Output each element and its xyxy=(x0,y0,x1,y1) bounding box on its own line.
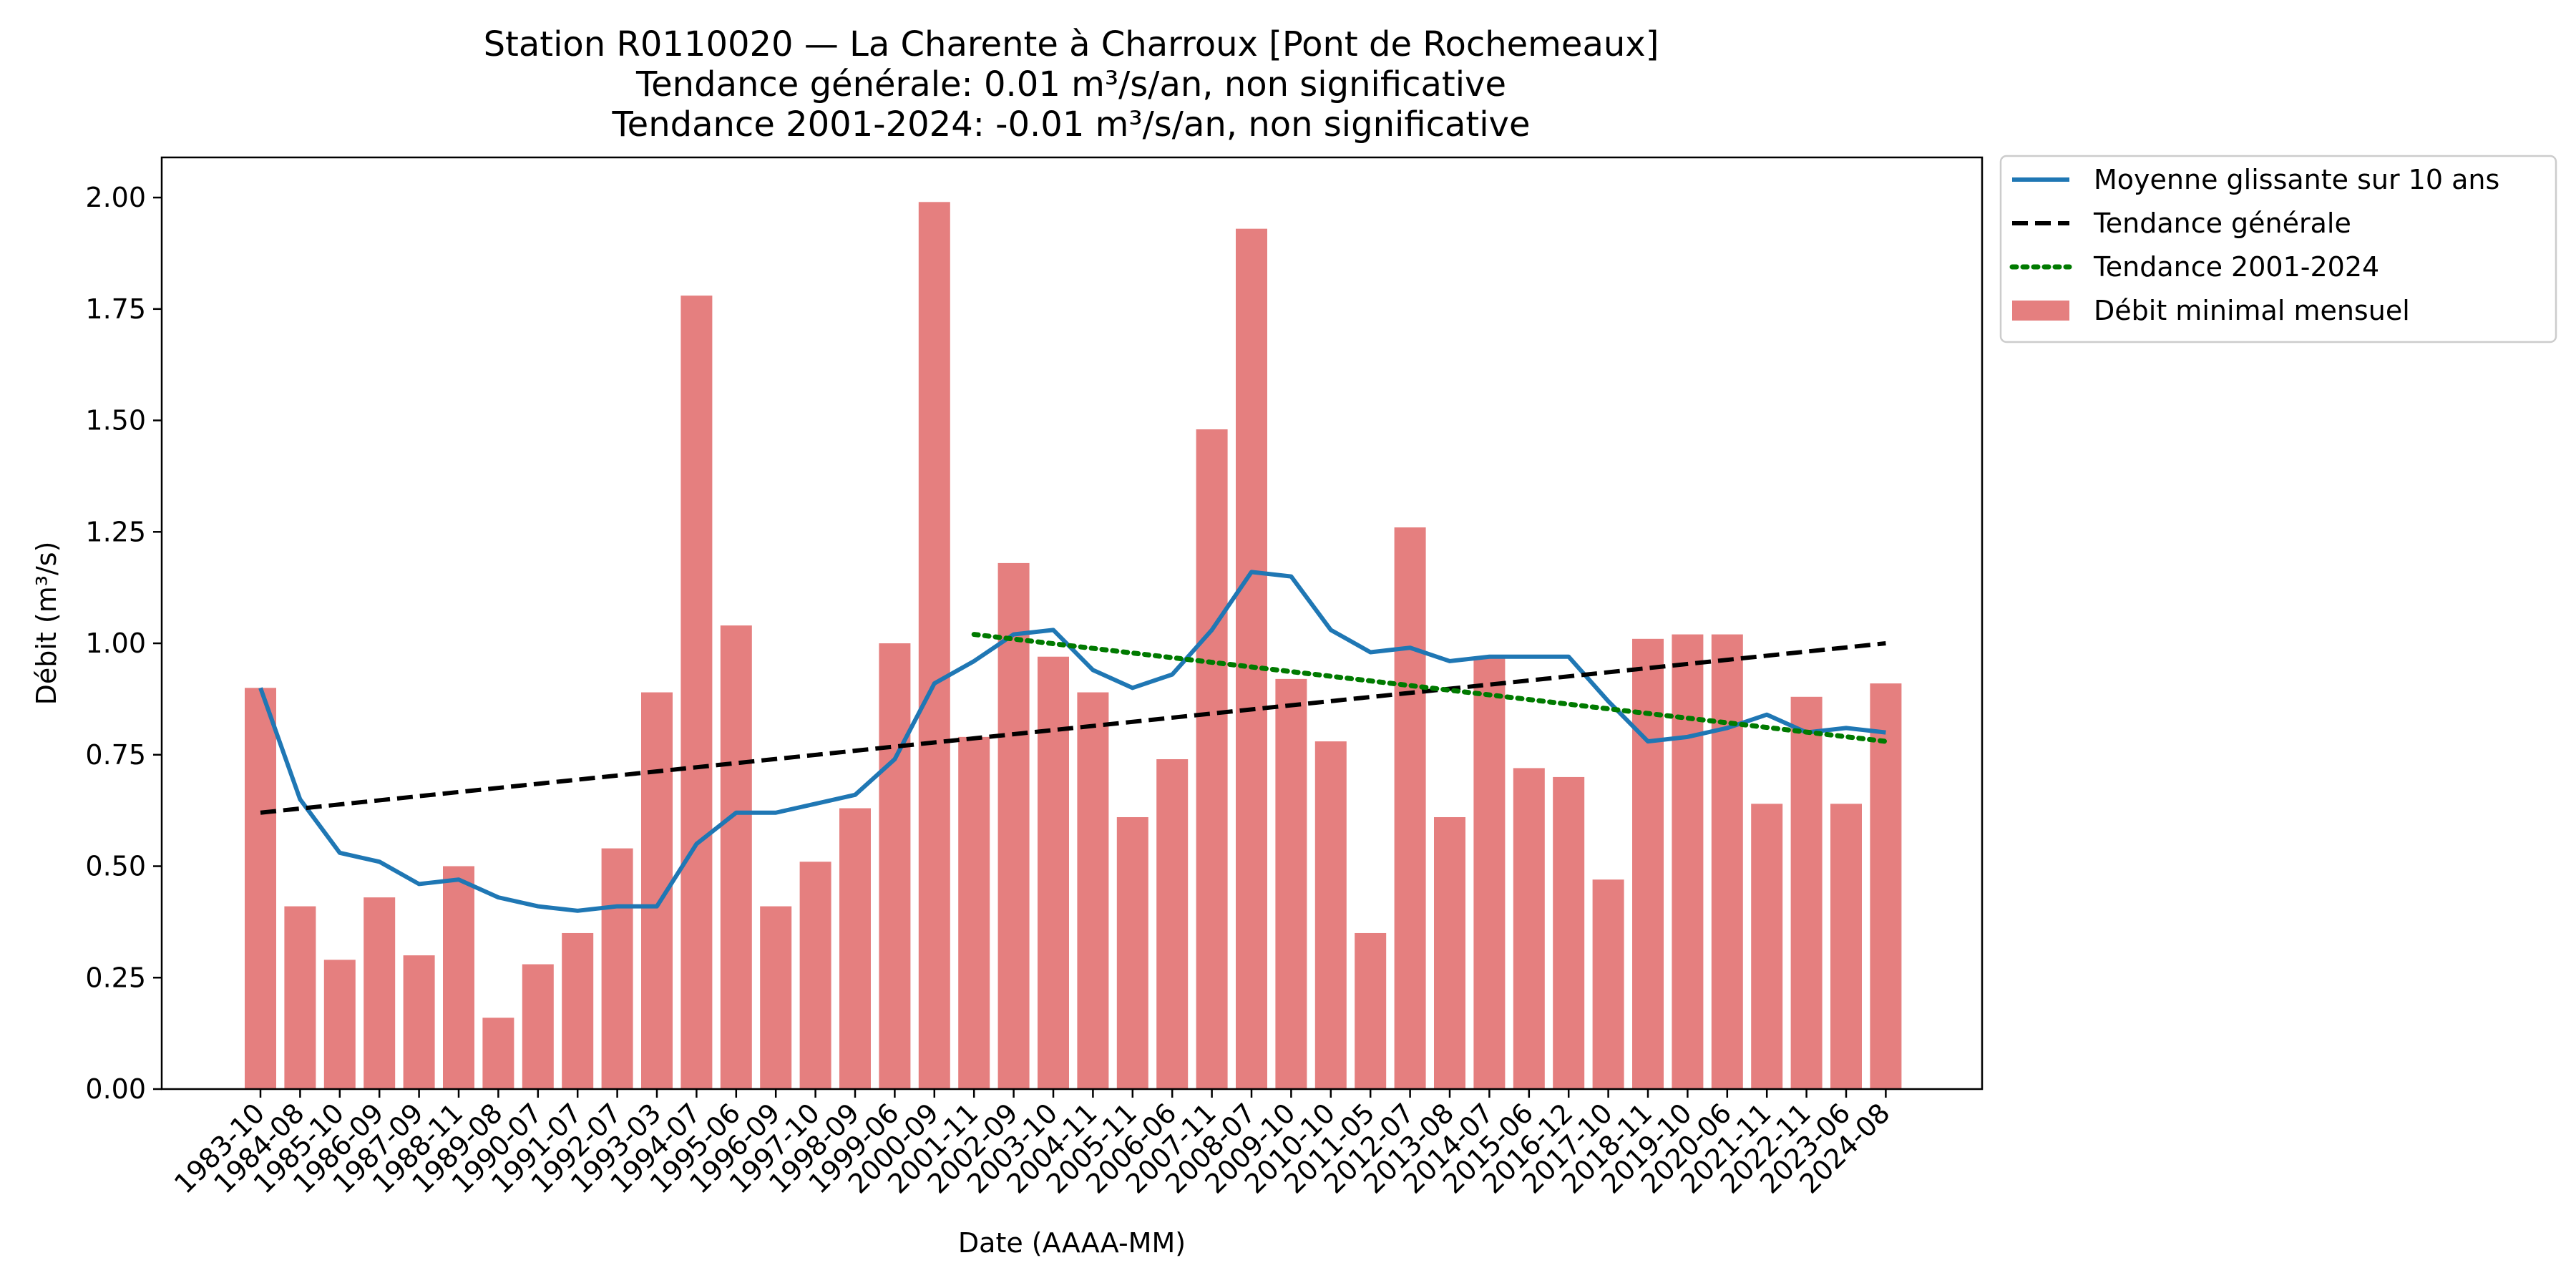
x-axis: 1983-101984-081985-101986-091987-091988-… xyxy=(168,1089,1896,1200)
bar-1996-09 xyxy=(760,906,792,1089)
bar-2002-09 xyxy=(997,562,1030,1089)
y-axis-label: Débit (m³/s) xyxy=(31,542,62,706)
bars-layer xyxy=(245,202,1902,1089)
bar-2009-10 xyxy=(1275,678,1307,1089)
bar-2016-12 xyxy=(1553,776,1585,1089)
bar-1994-07 xyxy=(680,296,713,1089)
bar-2022-11 xyxy=(1790,696,1823,1089)
y-tick-label: 0.50 xyxy=(85,851,146,882)
bar-2008-07 xyxy=(1236,228,1267,1089)
chart-title-line-2: Tendance générale: 0.01 m³/s/an, non sig… xyxy=(635,64,1506,104)
bar-1989-08 xyxy=(482,1018,514,1089)
bar-1984-08 xyxy=(284,906,316,1089)
legend-label: Tendance générale xyxy=(2093,208,2351,239)
lines-layer xyxy=(258,570,1888,913)
bar-1999-06 xyxy=(879,643,911,1089)
y-tick-label: 0.25 xyxy=(85,962,146,993)
bar-2014-07 xyxy=(1473,656,1506,1089)
chart-title: Station R0110020 — La Charente à Charrou… xyxy=(484,24,1659,145)
bar-2015-06 xyxy=(1513,768,1545,1089)
chart-title-line-3: Tendance 2001-2024: -0.01 m³/s/an, non s… xyxy=(612,104,1531,145)
y-axis: 0.00 0.25 0.50 0.75 1.00 1.25 1.50 1.75 2.00 xyxy=(85,182,162,1105)
y-tick-label: 0.00 xyxy=(85,1073,146,1105)
bar-2018-11 xyxy=(1632,638,1664,1089)
y-tick-label: 1.75 xyxy=(85,293,146,325)
chart-title-line-1: Station R0110020 — La Charente à Charrou… xyxy=(484,24,1659,64)
recent-trend-line xyxy=(971,632,1888,744)
legend-label: Tendance 2001-2024 xyxy=(2093,251,2379,283)
bar-2013-08 xyxy=(1434,816,1465,1089)
plot-frame xyxy=(160,156,1984,1091)
bar-2003-10 xyxy=(1038,656,1069,1089)
bar-2020-06 xyxy=(1711,634,1743,1089)
legend: Moyenne glissante sur 10 ans Tendance gén… xyxy=(1999,155,2557,343)
bar-2001-11 xyxy=(958,736,990,1089)
bar-2024-08 xyxy=(1870,683,1902,1089)
y-tick-label: 1.00 xyxy=(85,628,146,659)
bar-2017-10 xyxy=(1592,879,1624,1089)
y-tick-label: 2.00 xyxy=(85,182,146,213)
bar-1986-09 xyxy=(364,897,396,1089)
bar-2021-11 xyxy=(1751,804,1783,1089)
bar-2000-09 xyxy=(918,202,950,1089)
legend-box xyxy=(1999,155,2557,343)
bar-2006-06 xyxy=(1156,759,1189,1089)
legend-bar-swatch xyxy=(2012,301,2069,321)
bar-1990-07 xyxy=(522,964,554,1089)
bar-2011-05 xyxy=(1355,932,1387,1089)
bar-2012-07 xyxy=(1394,527,1426,1089)
bar-1998-09 xyxy=(839,808,871,1089)
bar-2023-06 xyxy=(1830,804,1862,1089)
legend-label: Moyenne glissante sur 10 ans xyxy=(2094,164,2499,195)
bar-1983-10 xyxy=(245,688,276,1089)
bar-1997-10 xyxy=(799,862,831,1089)
overall-trend-line xyxy=(260,641,1886,815)
y-tick-label: 1.50 xyxy=(85,405,146,436)
x-axis-label: Date (AAAA-MM) xyxy=(958,1227,1186,1259)
bar-2010-10 xyxy=(1314,741,1347,1089)
bar-1995-06 xyxy=(720,625,752,1089)
bar-2007-11 xyxy=(1196,429,1228,1089)
legend-label: Débit minimal mensuel xyxy=(2094,295,2410,326)
bar-1991-07 xyxy=(562,932,594,1089)
bar-2019-10 xyxy=(1672,634,1704,1089)
y-tick-label: 1.25 xyxy=(85,516,146,547)
y-tick-label: 0.75 xyxy=(85,739,146,771)
bar-1985-10 xyxy=(323,960,356,1089)
bar-1992-07 xyxy=(601,848,633,1089)
bar-2005-11 xyxy=(1116,816,1148,1089)
bar-2004-11 xyxy=(1077,692,1109,1089)
bar-1988-11 xyxy=(443,866,474,1089)
bar-1987-09 xyxy=(403,955,435,1089)
